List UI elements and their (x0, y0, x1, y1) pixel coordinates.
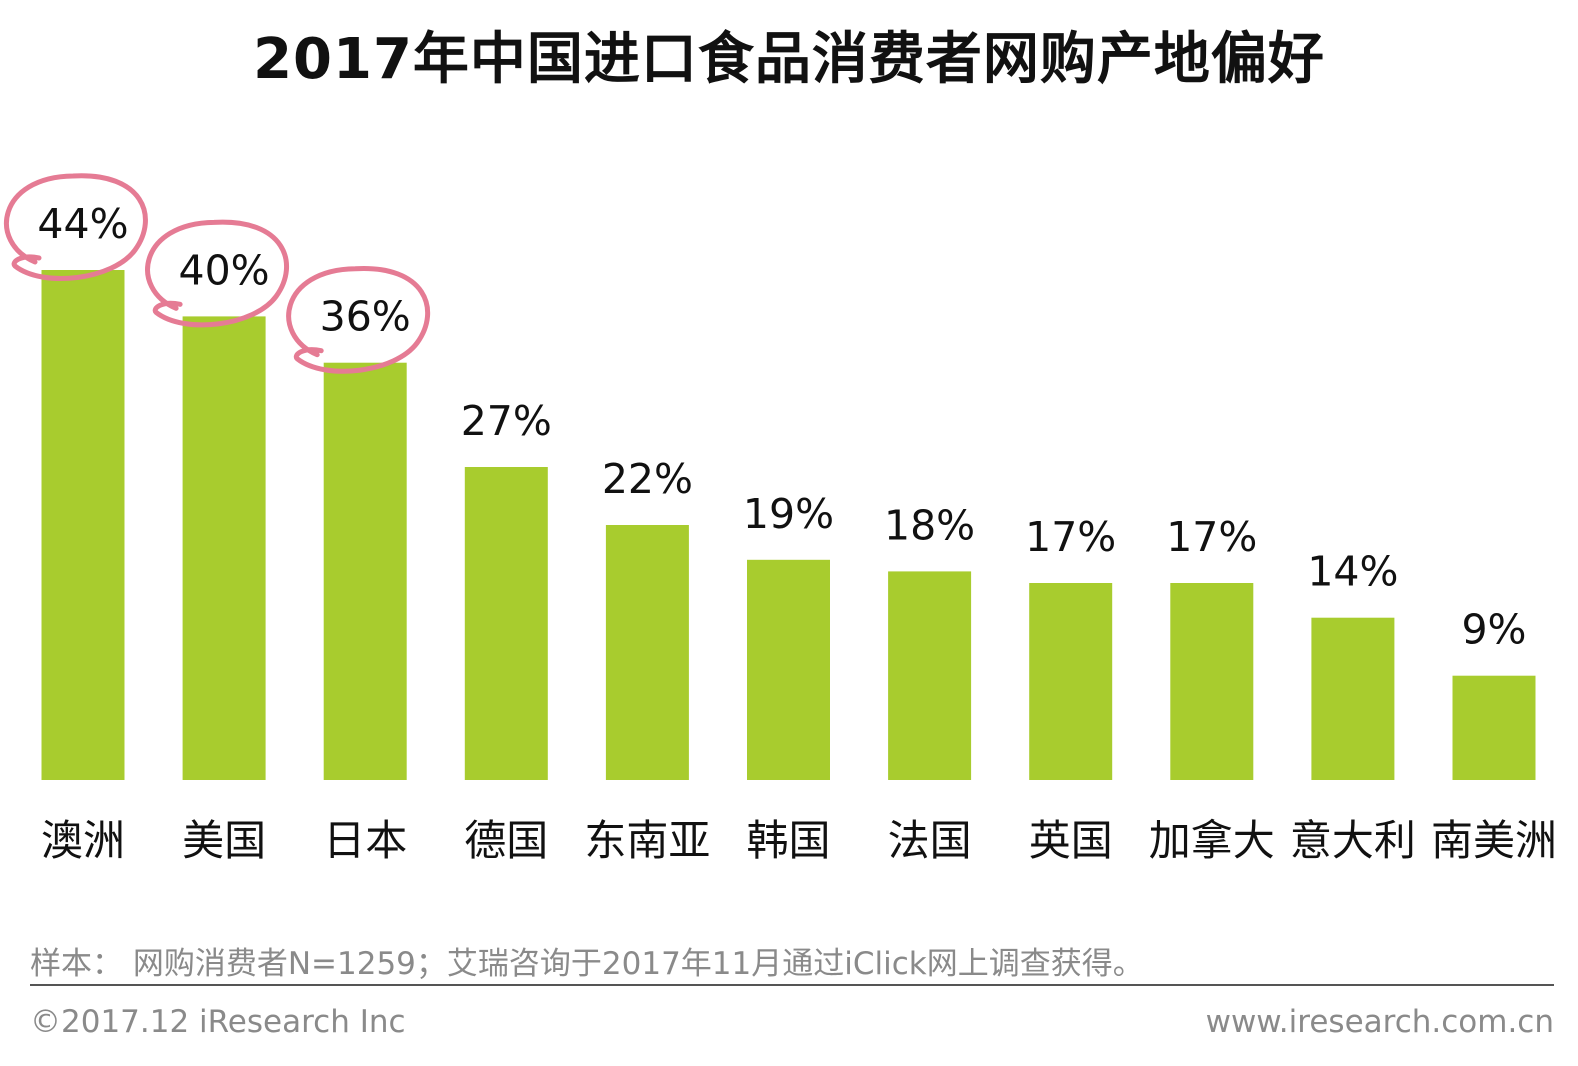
bar-日本 (323, 362, 407, 780)
bar-德国 (464, 467, 548, 780)
category-label: 南美洲 (1431, 816, 1557, 865)
value-label: 27% (461, 397, 552, 445)
category-label: 法国 (888, 816, 972, 865)
category-label: 东南亚 (584, 816, 710, 865)
category-label: 德国 (464, 816, 548, 865)
highlight-circle (286, 266, 431, 374)
value-label: 44% (37, 200, 128, 248)
sample-note: 样本： 网购消费者N=1259；艾瑞咨询于2017年11月通过iClick网上调… (30, 946, 1144, 982)
bar-英国 (1029, 583, 1113, 780)
category-label: 意大利 (1290, 816, 1416, 865)
footer-divider (30, 984, 1554, 986)
value-label: 17% (1025, 513, 1116, 561)
bar-南美洲 (1452, 675, 1536, 780)
bar-东南亚 (605, 525, 689, 780)
bar-美国 (182, 316, 266, 780)
value-label: 14% (1307, 548, 1398, 596)
value-label: 9% (1461, 606, 1526, 654)
bar-chart: 44% 澳洲 40% 美国 36% 日本 27% 德国 22% 东南亚 19% 韩国 18% 法国 17% 英… (4, 173, 1557, 865)
value-label: 19% (743, 490, 834, 538)
category-label: 美国 (182, 816, 266, 865)
value-label: 40% (179, 246, 270, 294)
value-label: 18% (884, 501, 975, 549)
bar-加拿大 (1170, 583, 1254, 780)
website-link[interactable]: www.iresearch.com.cn (1205, 1004, 1554, 1040)
category-label: 澳洲 (41, 816, 125, 865)
bar-意大利 (1311, 617, 1395, 780)
category-label: 韩国 (746, 816, 830, 865)
bar-法国 (888, 571, 972, 780)
bar-澳洲 (41, 270, 125, 780)
value-label: 22% (602, 455, 693, 503)
bar-韩国 (747, 559, 830, 780)
value-label: 36% (320, 293, 411, 341)
highlight-circle (145, 219, 289, 328)
highlight-circle (4, 173, 148, 281)
copyright-text: ©2017.12 iResearch Inc (30, 1004, 406, 1040)
category-label: 英国 (1029, 816, 1113, 865)
category-label: 加拿大 (1149, 816, 1275, 865)
category-label: 日本 (323, 816, 407, 865)
chart-title: 2017年中国进口食品消费者网购产地偏好 (253, 27, 1325, 92)
value-label: 17% (1166, 513, 1257, 561)
